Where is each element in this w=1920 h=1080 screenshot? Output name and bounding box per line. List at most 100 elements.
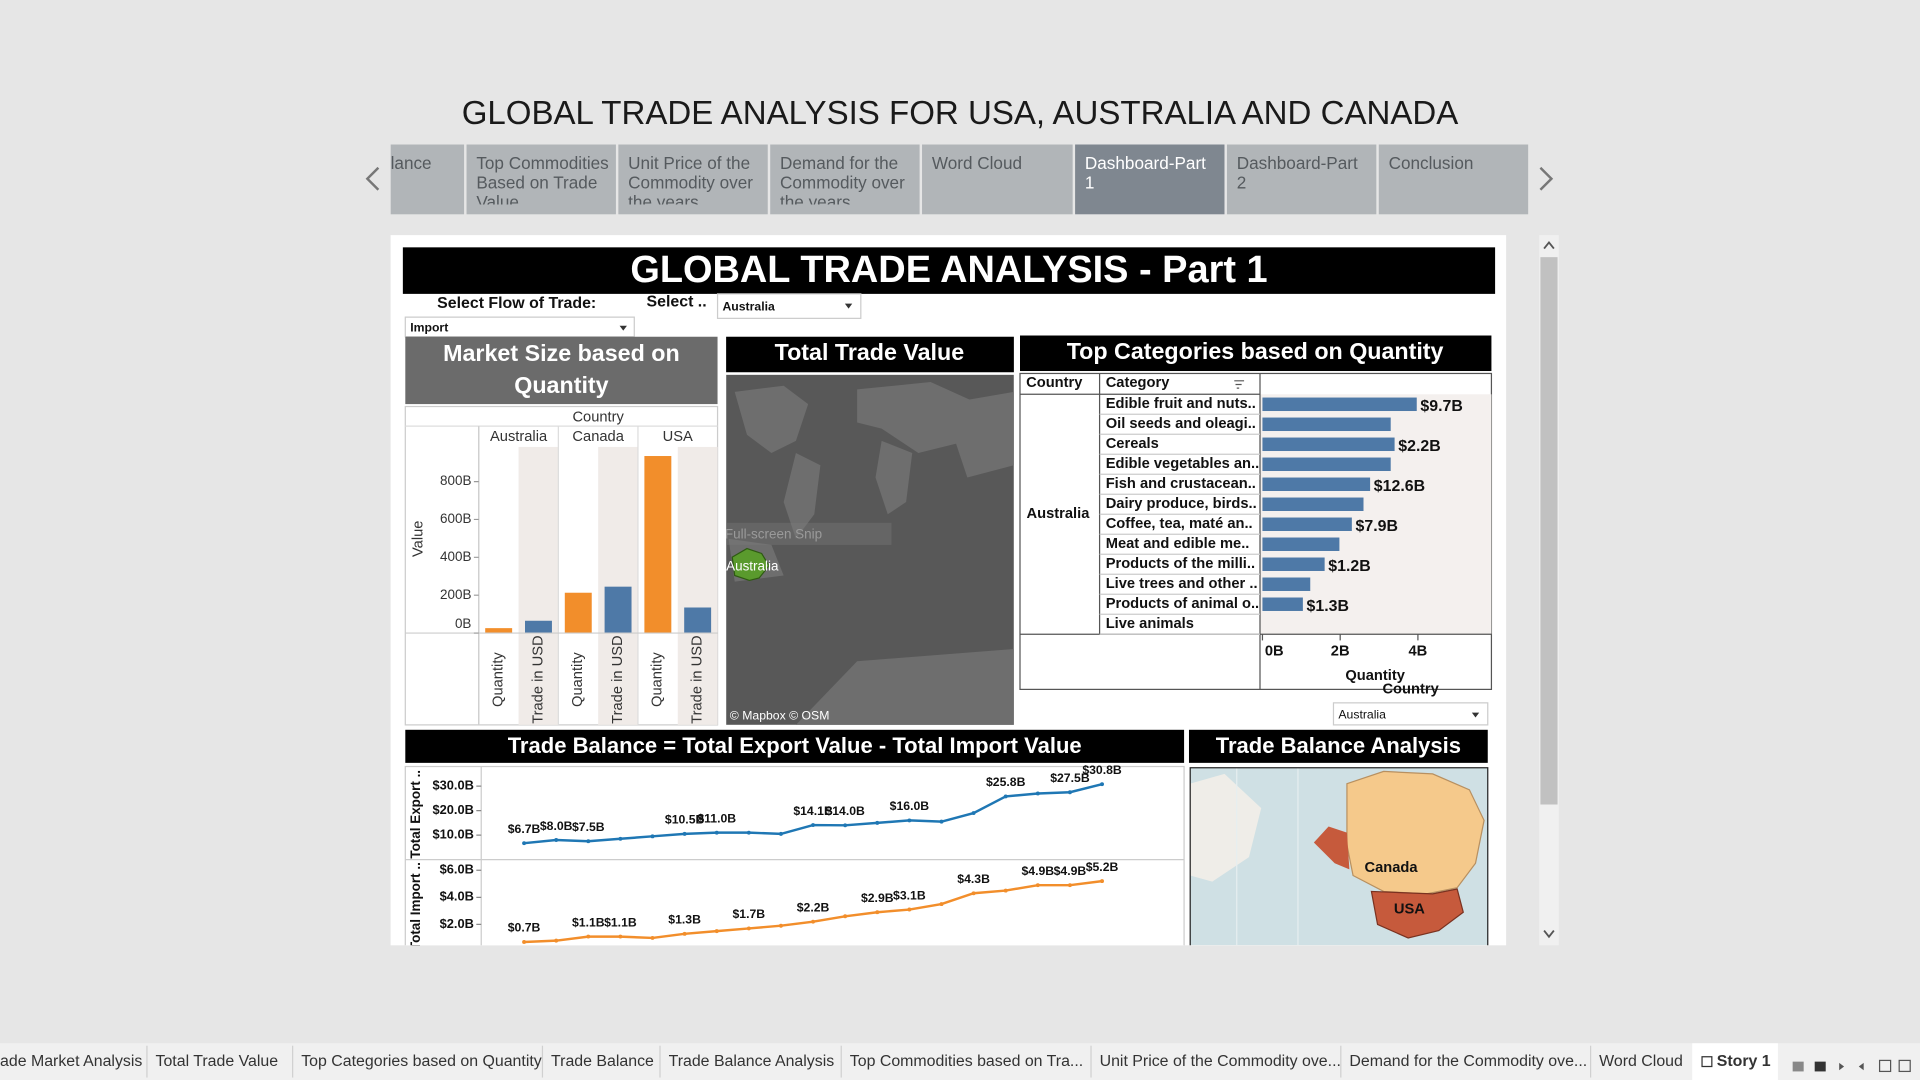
point[interactable]	[1003, 794, 1008, 799]
point[interactable]	[554, 838, 559, 842]
sheet-tab[interactable]: Top Categories based on Quantity	[301, 1053, 542, 1070]
point[interactable]	[1003, 888, 1008, 893]
point[interactable]	[907, 907, 912, 912]
bar[interactable]	[604, 586, 632, 634]
icon[interactable]	[1878, 1059, 1892, 1073]
story-tab-label[interactable]: Word Cloud	[931, 153, 1023, 173]
point[interactable]	[522, 940, 527, 944]
sheet-tab[interactable]: Top Commodities based on Tra...	[850, 1053, 1083, 1070]
story-tab[interactable]	[1378, 144, 1529, 215]
sheet-tab[interactable]: Trade Balance	[551, 1053, 654, 1070]
point[interactable]	[1035, 883, 1040, 888]
icon[interactable]	[1858, 1062, 1864, 1071]
bar[interactable]	[684, 607, 712, 634]
story-tab-label-box[interactable]: Top Commodities Based on Trade Value	[476, 153, 611, 204]
sheet-tab[interactable]: Total Trade Value	[156, 1053, 279, 1070]
icon[interactable]	[1898, 1059, 1911, 1073]
sheet-tab[interactable]: Demand for the Commodity ove...	[1349, 1053, 1587, 1070]
point[interactable]	[1067, 883, 1072, 888]
bar[interactable]	[1262, 457, 1391, 472]
usa-shape[interactable]	[1370, 888, 1464, 939]
prev-arrow[interactable]	[365, 166, 380, 191]
bar[interactable]	[1262, 517, 1352, 531]
story-tab[interactable]	[466, 144, 616, 215]
story-tab[interactable]	[922, 144, 1073, 215]
story-tab-label-box[interactable]: Dashboard-Part 1	[1085, 153, 1220, 204]
point[interactable]	[939, 819, 944, 824]
point[interactable]	[1100, 782, 1104, 787]
bar[interactable]	[485, 628, 513, 634]
point[interactable]	[618, 836, 623, 841]
story-tab-label[interactable]: Top Commodities Based on Trade Value	[476, 153, 609, 205]
country-filter-dropdown[interactable]	[716, 293, 862, 319]
story-tab[interactable]	[1226, 144, 1377, 215]
sheet-tab[interactable]: ade Market Analysis	[0, 1053, 142, 1070]
point[interactable]	[554, 938, 559, 943]
point[interactable]	[843, 914, 848, 919]
point[interactable]	[778, 923, 783, 928]
story-tab-label[interactable]: lance	[390, 153, 432, 173]
icon[interactable]	[1792, 1061, 1804, 1072]
bar[interactable]	[564, 592, 592, 634]
sheet-tab[interactable]: Unit Price of the Commodity ove...	[1100, 1053, 1341, 1070]
point[interactable]	[746, 926, 751, 931]
point[interactable]	[1100, 879, 1104, 884]
point[interactable]	[650, 935, 655, 940]
sheet-tab[interactable]: Word Cloud	[1599, 1053, 1683, 1070]
scrollbar-thumb[interactable]	[1540, 257, 1558, 805]
point[interactable]	[939, 902, 944, 907]
point[interactable]	[746, 830, 751, 835]
point[interactable]	[875, 910, 880, 915]
sheet-tab[interactable]: Trade Balance Analysis	[669, 1053, 835, 1070]
bar[interactable]	[1262, 577, 1311, 591]
canada-shape[interactable]	[1346, 770, 1485, 895]
bar[interactable]	[1262, 437, 1395, 452]
scroll-up[interactable]	[1543, 240, 1555, 250]
point[interactable]	[618, 934, 623, 939]
story-tab-label[interactable]: Conclusion	[1388, 153, 1474, 173]
point[interactable]	[811, 823, 816, 828]
sheet-tab-active[interactable]	[1692, 1043, 1778, 1080]
story-tab-label[interactable]: Unit Price of the Commodity over the yea…	[628, 153, 753, 205]
scroll-down[interactable]	[1543, 930, 1555, 939]
bar[interactable]	[1262, 417, 1391, 432]
story-tab-label[interactable]: Demand for the Commodity over the years	[780, 153, 905, 205]
bar[interactable]	[1262, 497, 1364, 511]
alaska-shape[interactable]	[1313, 826, 1350, 870]
point[interactable]	[843, 823, 848, 828]
story-tab[interactable]	[770, 144, 920, 215]
point[interactable]	[522, 841, 527, 846]
point[interactable]	[586, 839, 591, 844]
story-tab-label[interactable]: Dashboard-Part 1	[1084, 153, 1206, 193]
point[interactable]	[971, 891, 976, 896]
story-tab-label-box[interactable]: Unit Price of the Commodity over the yea…	[628, 153, 763, 204]
point[interactable]	[811, 919, 816, 924]
sheet-tab[interactable]: Story 1	[1717, 1053, 1771, 1070]
bar[interactable]	[1262, 537, 1340, 551]
next-arrow[interactable]	[1539, 166, 1554, 191]
story-tab-label[interactable]: Dashboard-Part 2	[1236, 153, 1358, 193]
point[interactable]	[714, 929, 719, 934]
point[interactable]	[682, 931, 687, 936]
bar[interactable]	[1262, 397, 1417, 412]
story-tab[interactable]	[390, 144, 465, 215]
point[interactable]	[1067, 790, 1072, 795]
point[interactable]	[586, 934, 591, 939]
icon[interactable]	[1839, 1062, 1845, 1071]
filter-dropdown[interactable]	[1332, 702, 1489, 726]
story-tab[interactable]	[618, 144, 768, 215]
story-tab-label-box[interactable]: Conclusion	[1389, 153, 1524, 204]
point[interactable]	[714, 830, 719, 835]
australia-shape[interactable]	[731, 547, 770, 582]
sort-icon[interactable]	[1234, 380, 1245, 389]
bar[interactable]	[1262, 477, 1371, 492]
point[interactable]	[907, 818, 912, 823]
point[interactable]	[778, 831, 783, 836]
point[interactable]	[682, 831, 687, 836]
story-tab-label-box[interactable]: Demand for the Commodity over the years	[780, 153, 915, 204]
point[interactable]	[875, 820, 880, 825]
story-tab-label-box[interactable]: lance	[391, 153, 464, 204]
bar[interactable]	[1262, 557, 1325, 571]
bar[interactable]	[644, 456, 672, 634]
story-tab-label-box[interactable]: Word Cloud	[932, 153, 1068, 204]
